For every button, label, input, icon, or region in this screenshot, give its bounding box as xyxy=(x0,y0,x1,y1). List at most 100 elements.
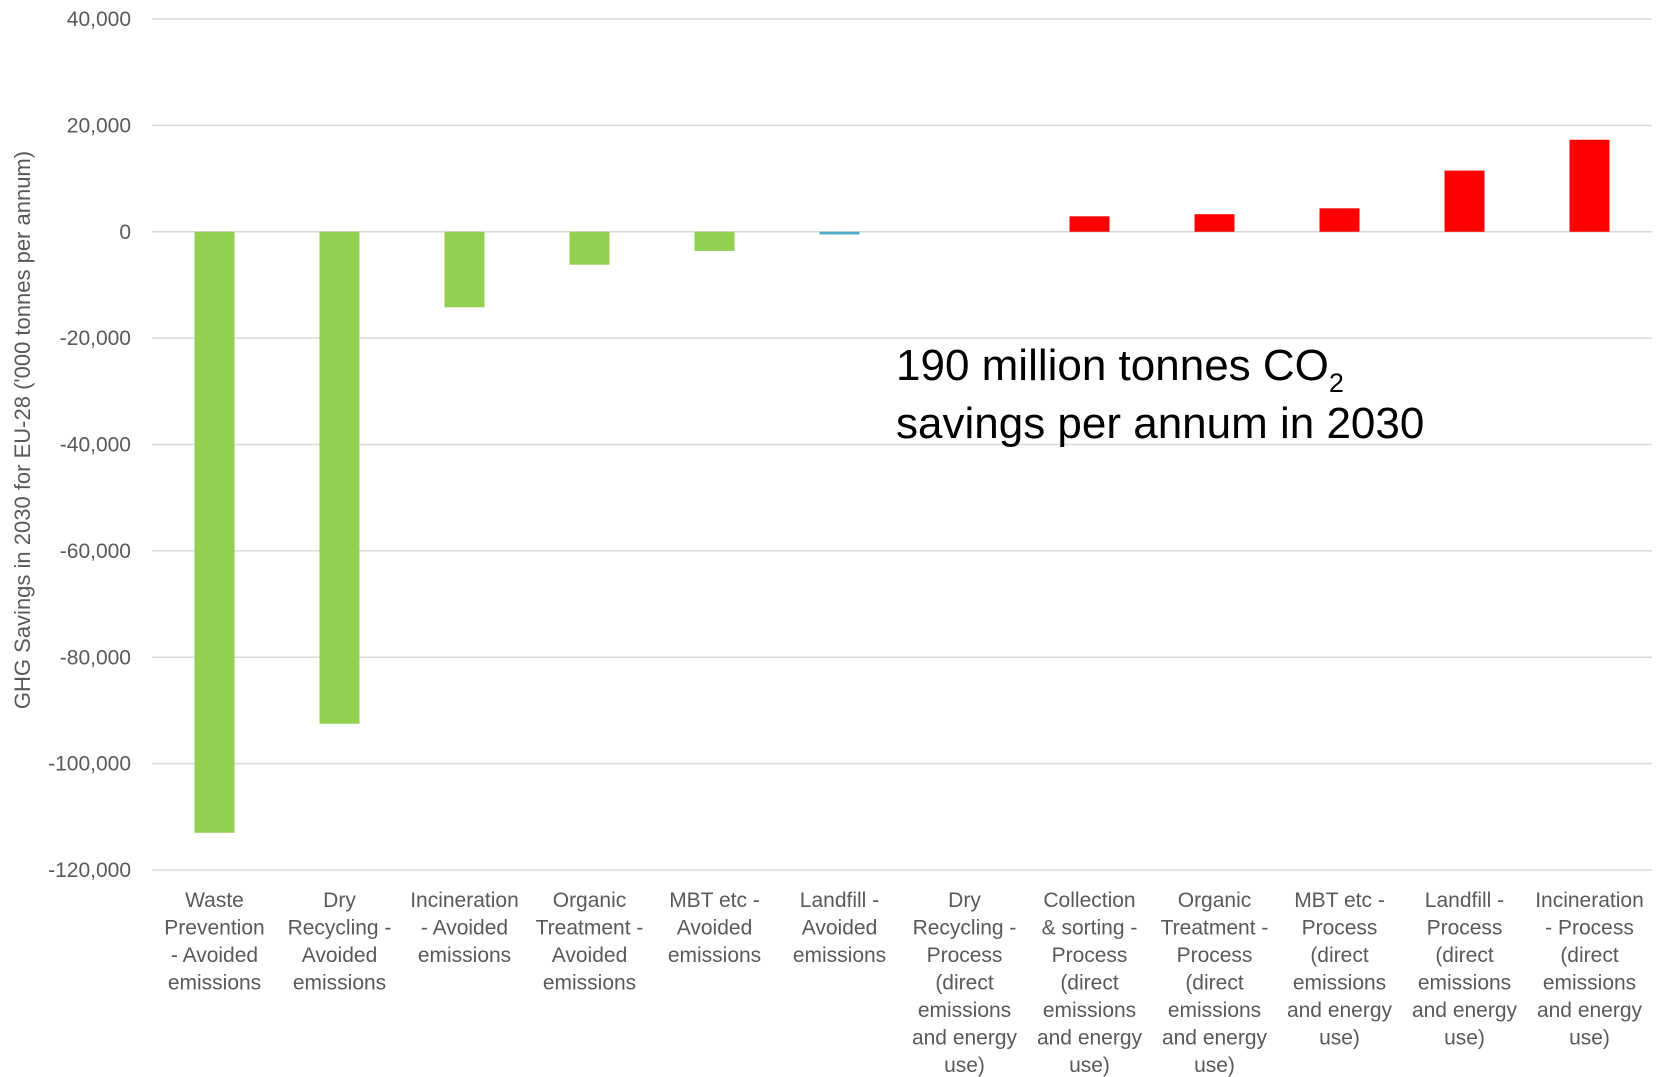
x-category-label-line: emissions xyxy=(918,999,1011,1022)
x-category-label-line: Dry xyxy=(948,889,981,912)
x-category-label: Waste Prevention - Avoided emissions xyxy=(164,889,264,995)
x-category-label-line: Process xyxy=(1427,917,1503,940)
y-tick-label: 0 xyxy=(119,221,131,244)
x-category-label-line: Process xyxy=(1052,944,1128,967)
bar xyxy=(444,231,485,308)
x-category-label-line: use) xyxy=(1319,1027,1360,1050)
bar xyxy=(1194,214,1235,232)
bar xyxy=(1569,139,1610,232)
x-category-label: MBT etc - Avoided emissions xyxy=(668,889,761,967)
x-category-label-line: Process xyxy=(1302,917,1378,940)
x-category-label-line: Avoided xyxy=(677,917,753,940)
annotation-line-1-main: 190 million tonnes CO xyxy=(896,341,1329,390)
x-category-label-line: & sorting - xyxy=(1042,917,1138,940)
y-tick-label: -100,000 xyxy=(48,753,131,776)
y-axis-label: GHG Savings in 2030 for EU-28 ('000 tonn… xyxy=(10,151,35,709)
x-category-label-line: Collection xyxy=(1043,889,1135,912)
x-category-label-line: emissions xyxy=(418,944,511,967)
x-category-label-line: and energy xyxy=(912,1027,1018,1050)
x-category-label-line: Process xyxy=(927,944,1003,967)
x-category-label-line: and energy xyxy=(1412,999,1518,1022)
y-tick-label: 20,000 xyxy=(67,114,131,137)
x-category-label-line: Prevention xyxy=(164,917,264,940)
x-category-label-line: - Avoided xyxy=(171,944,258,967)
x-category-label-line: MBT etc - xyxy=(669,889,760,912)
x-category-label-line: emissions xyxy=(293,972,386,995)
x-category-label-line: Avoided xyxy=(552,944,628,967)
x-category-label-line: (direct xyxy=(1310,944,1369,967)
x-category-label-line: and energy xyxy=(1537,999,1643,1022)
x-category-label-line: emissions xyxy=(1043,999,1136,1022)
x-category-label-line: Recycling - xyxy=(288,917,392,940)
x-category-label-line: (direct xyxy=(1185,972,1244,995)
x-category-label-line: (direct xyxy=(935,972,994,995)
x-category-label: Collection & sorting - Process (direct emiss… xyxy=(1037,889,1143,1077)
x-category-label: Landfill - Avoided emissions xyxy=(793,889,886,967)
x-category-label-line: (direct xyxy=(1435,944,1494,967)
x-category-label-line: Landfill - xyxy=(1425,889,1504,912)
x-category-label: Incineration - Process (direct emissions and… xyxy=(1535,889,1644,1050)
annotation-subscript: 2 xyxy=(1329,368,1344,398)
x-category-label-line: emissions xyxy=(1168,999,1261,1022)
x-category-label: Dry Recycling - Avoided emissions xyxy=(288,889,392,995)
x-category-label-line: Landfill - xyxy=(800,889,879,912)
bar xyxy=(1319,208,1360,232)
x-category-label-line: MBT etc - xyxy=(1294,889,1385,912)
y-tick-label: -120,000 xyxy=(48,859,131,882)
bar xyxy=(194,231,235,833)
x-category-label-line: Dry xyxy=(323,889,356,912)
bar xyxy=(694,231,735,251)
x-category-label-line: (direct xyxy=(1560,944,1619,967)
x-category-label-line: - Avoided xyxy=(421,917,508,940)
x-category-label-line: Recycling - xyxy=(913,917,1017,940)
x-category-label-line: emissions xyxy=(668,944,761,967)
y-tick-label: -80,000 xyxy=(60,646,131,669)
bar xyxy=(819,231,860,235)
x-category-label-line: Organic xyxy=(553,889,627,912)
y-tick-label: -40,000 xyxy=(60,434,131,457)
bars xyxy=(194,139,1610,833)
x-category-label-line: Process xyxy=(1177,944,1253,967)
x-category-label-line: emissions xyxy=(1418,972,1511,995)
x-category-label-line: emissions xyxy=(1543,972,1636,995)
x-category-label-line: emissions xyxy=(1293,972,1386,995)
x-category-label-line: emissions xyxy=(168,972,261,995)
x-axis-categories: Waste Prevention - Avoided emissions Dry Recy… xyxy=(164,889,1643,1077)
x-category-label-line: Waste xyxy=(185,889,244,912)
x-category-label-line: Treatment - xyxy=(1161,917,1269,940)
x-category-label-line: Treatment - xyxy=(536,917,644,940)
x-category-label-line: Organic xyxy=(1178,889,1252,912)
x-category-label-line: emissions xyxy=(793,944,886,967)
x-category-label-line: Incineration xyxy=(1535,889,1644,912)
x-category-label: MBT etc - Process (direct emissions and ener… xyxy=(1287,889,1393,1050)
x-category-label-line: use) xyxy=(1194,1054,1235,1077)
x-category-label-line: use) xyxy=(944,1054,985,1077)
x-category-label: Landfill - Process (direct emissions and ene… xyxy=(1412,889,1518,1050)
x-category-label-line: and energy xyxy=(1287,999,1393,1022)
y-tick-label: 40,000 xyxy=(67,8,131,31)
annotation-line-2: savings per annum in 2030 xyxy=(896,399,1424,448)
x-category-label-line: and energy xyxy=(1162,1027,1268,1050)
y-tick-label: -20,000 xyxy=(60,327,131,350)
y-tick-label: -60,000 xyxy=(60,540,131,563)
x-category-label-line: and energy xyxy=(1037,1027,1143,1050)
x-category-label-line: Incineration xyxy=(410,889,519,912)
x-category-label: Incineration - Avoided emissions xyxy=(410,889,519,967)
bar xyxy=(1444,170,1485,232)
annotation-line-1: 190 million tonnes CO2 xyxy=(896,341,1344,398)
x-category-label-line: Avoided xyxy=(302,944,378,967)
x-category-label-line: - Process xyxy=(1545,917,1634,940)
gridlines xyxy=(152,18,1652,871)
x-category-label-line: use) xyxy=(1569,1027,1610,1050)
x-category-label-line: (direct xyxy=(1060,972,1119,995)
bar xyxy=(319,231,360,724)
bar xyxy=(1069,216,1110,232)
bar xyxy=(569,231,610,265)
x-category-label-line: emissions xyxy=(543,972,636,995)
x-category-label: Organic Treatment - Process (direct emission… xyxy=(1161,889,1269,1077)
x-category-label-line: Avoided xyxy=(802,917,878,940)
x-category-label: Dry Recycling - Process (direct emissions and… xyxy=(912,889,1018,1077)
x-category-label: Organic Treatment - Avoided emissions xyxy=(536,889,644,995)
y-axis-ticks: 40,000 20,000 0 -20,000 -40,000 -60,000 -80,00… xyxy=(48,8,131,882)
